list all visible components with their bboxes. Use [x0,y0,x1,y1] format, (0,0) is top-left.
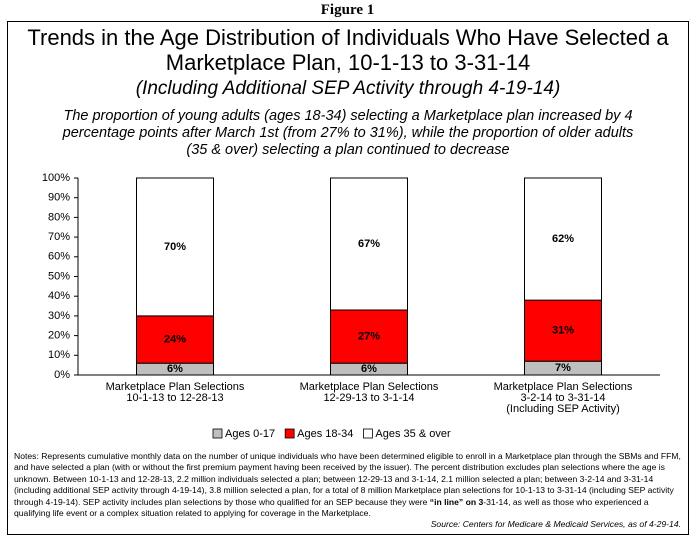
value-label: 62% [552,233,574,245]
value-label: 67% [358,238,380,250]
y-tick-label: 40% [48,290,70,302]
y-tick-label: 90% [48,192,70,204]
notes-text: Notes: Represents cumulative monthly dat… [14,451,681,507]
legend-label: Ages 18-34 [297,428,353,440]
value-label: 27% [358,330,380,342]
value-label: 24% [164,333,186,345]
y-tick-label: 10% [48,349,70,361]
y-tick-label: 30% [48,310,70,322]
y-tick-label: 100% [42,172,70,184]
y-tick-label: 50% [48,270,70,282]
x-tick-label: 12-29-13 to 3-1-14 [323,392,414,404]
y-tick-label: 20% [48,330,70,342]
legend-swatch [284,428,295,439]
bar-segment [524,299,602,362]
y-tick-label: 0% [54,369,70,381]
bar-segment [136,177,214,317]
chart-title: Trends in the Age Distribution of Indivi… [27,25,669,75]
x-tick-label: 10-1-13 to 12-28-13 [126,392,223,404]
y-tick-label: 70% [48,231,70,243]
y-tick-label: 80% [48,211,70,223]
legend-swatch [212,428,223,439]
value-label: 31% [552,325,574,337]
source: Source: Centers for Medicare & Medicaid … [430,519,681,529]
chart-subtitle: (Including Additional SEP Activity throu… [135,78,561,99]
bar-segment [136,315,214,364]
legend-swatch [363,428,373,439]
x-tick-label: Marketplace Plan Selections [494,381,633,393]
x-tick-label: Marketplace Plan Selections [106,381,245,393]
legend-label: Ages 35 & over [375,428,451,440]
bar-segment [524,177,602,301]
chart-description: The proportion of young adults (ages 18-… [62,108,634,158]
legend-label: Ages 0-17 [225,428,275,440]
value-label: 7% [555,362,571,374]
notes-bold: “in line” on 3 [429,496,484,507]
frame [7,21,689,535]
y-tick-label: 60% [48,251,70,263]
notes: Notes: Represents cumulative monthly dat… [14,451,684,519]
figure-label: Figure 1 [320,2,375,18]
value-label: 6% [361,363,377,375]
notes-text: -31-14, as well as those who experienced… [14,496,649,519]
value-label: 6% [167,363,183,375]
x-tick-label: (Including SEP Activity) [506,403,620,415]
bar-segment [330,309,408,364]
x-tick-label: 3-2-14 to 3-31-14 [521,392,606,404]
bar-segment [330,177,408,311]
value-label: 70% [164,241,186,253]
x-tick-label: Marketplace Plan Selections [300,381,439,393]
